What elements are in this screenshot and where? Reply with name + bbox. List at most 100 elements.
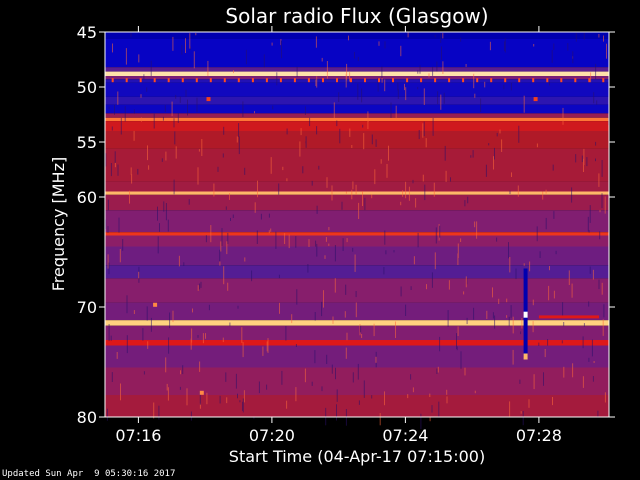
noise-streak: [521, 318, 523, 329]
noise-streak: [348, 35, 349, 41]
noise-streak: [433, 182, 435, 197]
noise-streak: [311, 381, 313, 386]
noise-streak: [114, 162, 116, 168]
interference-dot: [181, 78, 184, 83]
noise-streak: [296, 66, 298, 78]
noise-streak: [286, 400, 288, 409]
signal-dot: [533, 97, 538, 102]
noise-streak: [311, 180, 313, 186]
noise-streak: [511, 172, 512, 177]
spectrum-band: [105, 79, 609, 83]
signal-dot: [206, 97, 211, 102]
noise-streak: [457, 253, 459, 265]
noise-streak: [167, 387, 169, 401]
noise-streak: [583, 32, 585, 40]
noise-streak: [239, 400, 241, 403]
noise-streak: [133, 310, 135, 314]
noise-streak: [226, 241, 228, 255]
noise-streak: [417, 232, 419, 248]
noise-streak: [358, 202, 360, 219]
noise-streak: [201, 139, 203, 156]
noise-streak: [395, 321, 396, 338]
spectrum-band: [105, 235, 609, 247]
noise-streak: [561, 340, 563, 344]
noise-streak: [547, 339, 549, 346]
noise-streak: [533, 44, 535, 47]
noise-streak: [473, 307, 475, 320]
noise-streak: [440, 94, 442, 110]
noise-streak: [423, 121, 425, 137]
spectrum-band: [105, 67, 609, 72]
noise-streak: [563, 322, 565, 327]
noise-streak: [242, 101, 244, 117]
noise-streak: [493, 156, 494, 170]
spectrum-band: [105, 210, 609, 233]
noise-streak: [442, 61, 444, 74]
spectrum-band: [105, 96, 609, 105]
noise-streak: [407, 394, 409, 399]
interference-dot: [167, 78, 170, 83]
noise-streak: [346, 63, 348, 81]
hot-pixel: [523, 311, 528, 318]
noise-streak: [111, 126, 113, 131]
noise-streak: [512, 349, 514, 365]
noise-streak: [107, 226, 109, 233]
noise-streak: [284, 233, 286, 244]
noise-streak: [351, 145, 353, 148]
noise-streak: [512, 316, 514, 334]
noise-streak: [131, 174, 133, 184]
noise-streak: [443, 92, 445, 104]
noise-streak: [402, 190, 404, 197]
x-tick-label: 07:24: [382, 426, 428, 445]
noise-streak: [326, 177, 328, 188]
noise-streak: [110, 335, 112, 341]
noise-streak: [190, 46, 191, 50]
noise-streak: [207, 60, 209, 77]
heatmap-area: [105, 32, 610, 429]
noise-streak: [147, 341, 149, 349]
noise-streak: [522, 411, 524, 426]
noise-streak: [267, 338, 269, 353]
noise-streak: [222, 153, 224, 158]
noise-streak: [165, 151, 167, 161]
noise-streak: [316, 205, 318, 214]
noise-streak: [321, 57, 323, 62]
noise-streak: [553, 290, 555, 299]
y-tick-label: 50: [77, 78, 97, 97]
noise-streak: [360, 325, 362, 333]
interference-dot: [139, 78, 142, 83]
noise-streak: [146, 87, 148, 92]
noise-streak: [496, 237, 498, 242]
noise-streak: [549, 81, 550, 86]
noise-streak: [361, 334, 363, 338]
spectrum-band: [105, 191, 609, 195]
noise-streak: [355, 184, 357, 195]
noise-streak: [363, 133, 365, 150]
noise-streak: [182, 365, 184, 375]
noise-streak: [197, 285, 199, 291]
noise-streak: [334, 245, 336, 262]
noise-streak: [499, 129, 501, 134]
noise-streak: [302, 166, 304, 174]
noise-streak: [523, 95, 525, 113]
noise-streak: [159, 223, 160, 232]
noise-streak: [359, 324, 361, 336]
noise-streak: [331, 364, 333, 374]
noise-streak: [381, 66, 383, 79]
noise-streak: [124, 106, 126, 122]
noise-streak: [230, 217, 231, 221]
noise-streak: [552, 164, 554, 171]
noise-streak: [429, 393, 431, 397]
noise-streak: [413, 256, 415, 265]
chart-title: Solar radio Flux (Glasgow): [225, 4, 488, 28]
noise-streak: [266, 384, 268, 390]
noise-streak: [496, 132, 498, 137]
noise-streak: [432, 66, 434, 76]
interference-dot: [462, 78, 465, 83]
noise-streak: [146, 306, 148, 321]
noise-streak: [438, 224, 440, 241]
noise-streak: [520, 411, 522, 414]
noise-streak: [352, 181, 354, 190]
noise-streak: [504, 38, 506, 53]
noise-streak: [177, 113, 179, 123]
